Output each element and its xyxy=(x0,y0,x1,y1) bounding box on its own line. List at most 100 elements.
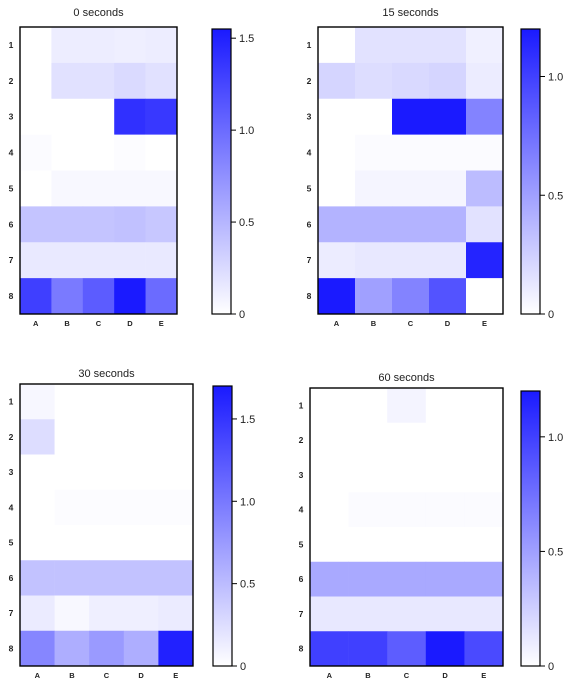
heatmap-cell xyxy=(355,206,393,243)
heatmap-cell xyxy=(82,206,115,243)
heatmap-cell xyxy=(114,134,146,171)
row-tick-label: 8 xyxy=(9,291,14,301)
colorbar xyxy=(211,28,232,315)
heatmap-cell xyxy=(318,206,356,243)
column-tick-label: D xyxy=(445,319,451,328)
heatmap-cell xyxy=(114,242,146,279)
row-tick-label: 8 xyxy=(299,644,304,654)
heatmap-cell xyxy=(318,62,356,100)
heatmap-cell xyxy=(466,98,504,135)
heatmap-cell xyxy=(89,630,125,667)
heatmap-cell xyxy=(123,489,159,526)
heatmap-cell xyxy=(464,596,504,632)
heatmap-cell xyxy=(464,561,504,597)
row-tick-label: 7 xyxy=(9,255,14,265)
colorbar-tick-label: 0.5 xyxy=(548,190,563,202)
column-tick-label: C xyxy=(404,671,410,680)
heatmap-cell xyxy=(114,170,146,207)
heatmap-cell xyxy=(387,596,427,632)
heatmap-cell xyxy=(158,384,194,420)
heatmap-cell xyxy=(310,527,349,563)
heatmap-cell xyxy=(466,134,504,171)
column-tick-label: A xyxy=(35,671,41,680)
heatmap-cell xyxy=(310,388,349,424)
heatmap-cell xyxy=(20,98,52,135)
colorbar-tick-label: 1.0 xyxy=(239,125,254,137)
row-tick-label: 6 xyxy=(307,219,312,229)
column-tick-label: E xyxy=(482,319,487,328)
heatmap-cell xyxy=(54,489,90,526)
heatmap-cell xyxy=(387,561,427,597)
colorbar-tick-label: 0.5 xyxy=(240,579,255,591)
heatmap-cell xyxy=(429,98,467,135)
heatmap-cell xyxy=(310,422,349,458)
heatmap-cell xyxy=(54,419,90,455)
heatmap-cell xyxy=(387,492,427,528)
heatmap-panel-3: 30 seconds 1 2 3 4 5 6 7 8 A B C D E 0 0.5 1.0 1.5 xyxy=(9,368,256,680)
chart-title: 30 seconds xyxy=(78,368,135,380)
row-tick-label: 3 xyxy=(307,112,312,122)
heatmap-cell xyxy=(82,242,115,279)
row-tick-label: 6 xyxy=(9,219,14,229)
heatmap-cell xyxy=(20,454,55,491)
heatmap-cell xyxy=(429,206,467,243)
heatmap-cell xyxy=(318,278,356,315)
heatmap-cell xyxy=(310,561,349,597)
heatmap-cell xyxy=(392,27,430,64)
chart-title: 60 seconds xyxy=(378,372,435,384)
heatmap-cell xyxy=(425,561,465,597)
heatmap-cell xyxy=(123,525,159,561)
heatmap-cell xyxy=(145,206,178,243)
heatmap-cell xyxy=(20,560,55,596)
heatmap-cell xyxy=(392,62,430,100)
heatmap-cell xyxy=(82,170,115,207)
heatmap-cell xyxy=(348,388,388,424)
heatmap-cell xyxy=(89,560,125,596)
heatmap-cell xyxy=(392,98,430,135)
heatmap-cell xyxy=(348,631,388,667)
heatmap-cell xyxy=(348,561,388,597)
heatmap-cell xyxy=(51,278,84,315)
heatmap-cell xyxy=(54,384,90,420)
heatmap-cell xyxy=(145,278,178,315)
heatmap-cell xyxy=(145,62,178,100)
heatmap-cell xyxy=(348,527,388,563)
heatmap-cell xyxy=(123,630,159,667)
heatmap-cell xyxy=(425,388,465,424)
heatmap-cell xyxy=(51,206,84,243)
row-tick-label: 6 xyxy=(9,573,14,583)
row-tick-label: 2 xyxy=(9,76,14,86)
row-tick-label: 5 xyxy=(9,538,14,548)
colorbar-tick-label: 0.5 xyxy=(239,217,254,229)
column-tick-label: E xyxy=(481,671,486,680)
heatmap-cell xyxy=(466,170,504,207)
heatmap-cell xyxy=(392,206,430,243)
heatmap-cell xyxy=(54,595,90,632)
heatmap-cell xyxy=(392,134,430,171)
heatmap-cell xyxy=(425,492,465,528)
column-tick-label: D xyxy=(442,671,448,680)
heatmap-cell xyxy=(348,422,388,458)
plot-frame xyxy=(19,383,194,667)
row-tick-label: 3 xyxy=(299,470,304,480)
colorbar-tick-label: 0 xyxy=(548,309,554,321)
plot-frame xyxy=(317,26,504,315)
heatmap-cell xyxy=(82,27,115,64)
heatmap-cell xyxy=(466,206,504,243)
heatmap-cell xyxy=(51,62,84,100)
column-tick-label: C xyxy=(104,671,110,680)
heatmap-cell xyxy=(355,170,393,207)
row-tick-label: 1 xyxy=(307,40,312,50)
heatmap-cell xyxy=(20,134,52,171)
heatmap-cell xyxy=(466,242,504,279)
heatmap-cell xyxy=(466,278,504,315)
heatmap-cell xyxy=(54,525,90,561)
heatmap-cell xyxy=(82,134,115,171)
row-tick-label: 8 xyxy=(307,291,312,301)
heatmap-cell xyxy=(51,170,84,207)
chart-title: 0 seconds xyxy=(73,7,124,19)
colorbar xyxy=(520,390,541,667)
plot-frame xyxy=(309,387,504,667)
heatmap-cell xyxy=(318,98,356,135)
